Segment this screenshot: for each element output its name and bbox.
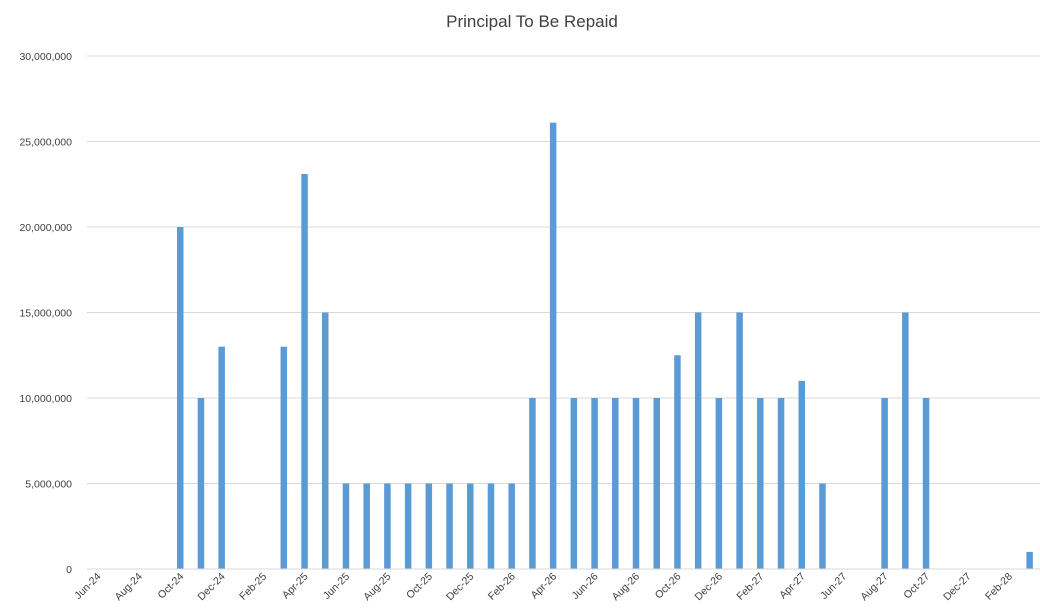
bar-Jan-26 (487, 483, 495, 569)
bar-Aug-27 (881, 398, 888, 569)
bar-Aug-26 (632, 398, 640, 569)
bar-Mar-26 (529, 398, 536, 569)
x-tick-label: Dec-25 (444, 571, 477, 604)
bar-Oct-24 (176, 227, 184, 569)
x-tick-label: Dec-24 (195, 571, 228, 604)
bar-Jun-25 (342, 483, 350, 569)
bar-Feb-26 (508, 483, 515, 569)
bar-Dec-26 (715, 398, 723, 569)
x-tick-label: Apr-27 (777, 571, 808, 602)
bar-Oct-25 (425, 483, 433, 569)
bar-Sep-26 (653, 398, 660, 569)
bar-Apr-25 (301, 173, 308, 570)
y-tick-label: 30,000,000 (19, 51, 72, 63)
bar-Aug-25 (384, 483, 391, 569)
x-tick-label: Apr-25 (280, 571, 311, 602)
bar-Mar-27 (777, 398, 785, 569)
y-axis: 0 5,000,000 10,000,000 15,000,000 20,000,000… (19, 51, 72, 576)
bar-May-25 (322, 312, 329, 569)
y-tick-label: 10,000,000 (19, 393, 72, 405)
x-tick-label: Aug-27 (858, 571, 891, 604)
bar-Jul-26 (612, 398, 619, 569)
bar-May-27 (819, 483, 826, 569)
x-tick-label: Oct-24 (156, 571, 187, 602)
bar-Nov-25 (446, 483, 453, 569)
x-tick-label: Aug-25 (361, 571, 394, 604)
x-tick-label: Jun-27 (818, 571, 849, 602)
x-tick-label: Feb-28 (983, 571, 1015, 603)
x-tick-label: Feb-26 (486, 571, 518, 603)
bar-Mar-25 (280, 346, 288, 569)
x-axis: Jun-24 Aug-24 Oct-24 Dec-24 Feb-25 Apr-25 Jun-… (72, 571, 1015, 604)
y-tick-label: 15,000,000 (19, 308, 72, 320)
bar-Sep-25 (404, 483, 412, 569)
bar-May-26 (570, 398, 578, 569)
bar-Nov-26 (694, 312, 702, 569)
x-tick-label: Jun-25 (321, 571, 352, 602)
gridlines (87, 55, 1040, 484)
x-tick-label: Feb-25 (237, 571, 269, 603)
x-tick-label: Aug-26 (610, 571, 643, 604)
bar-Jul-25 (363, 483, 370, 569)
x-tick-label: Oct-26 (653, 571, 684, 602)
y-tick-label: 25,000,000 (19, 137, 72, 149)
x-tick-label: Jun-26 (570, 571, 601, 602)
bar-Jan-27 (736, 312, 743, 569)
x-tick-label: Aug-24 (112, 571, 145, 604)
y-tick-label: 5,000,000 (25, 479, 72, 491)
y-tick-label: 20,000,000 (19, 222, 72, 234)
x-tick-label: Oct-25 (404, 571, 435, 602)
bar-Nov-24 (197, 398, 205, 569)
bars (176, 122, 1033, 570)
x-tick-label: Apr-26 (528, 571, 559, 602)
x-tick-label: Jun-24 (72, 571, 103, 602)
x-tick-label: Dec-26 (693, 571, 726, 604)
bar-Oct-27 (922, 398, 930, 569)
chart-title: Principal To Be Repaid (446, 12, 618, 31)
bar-Apr-26 (549, 122, 557, 569)
x-tick-label: Dec-27 (941, 571, 974, 604)
bar-Dec-25 (467, 483, 474, 569)
x-tick-label: Oct-27 (901, 571, 932, 602)
bar-Jun-26 (591, 398, 598, 569)
bar-Feb-27 (757, 398, 764, 569)
bar-Mar-28 (1026, 551, 1033, 569)
bar-Apr-27 (798, 380, 805, 569)
x-tick-label: Feb-27 (734, 571, 766, 603)
bar-Dec-24 (218, 346, 225, 569)
y-tick-label: 0 (66, 564, 72, 576)
bar-Oct-26 (674, 355, 681, 569)
bar-Sep-27 (902, 312, 909, 569)
